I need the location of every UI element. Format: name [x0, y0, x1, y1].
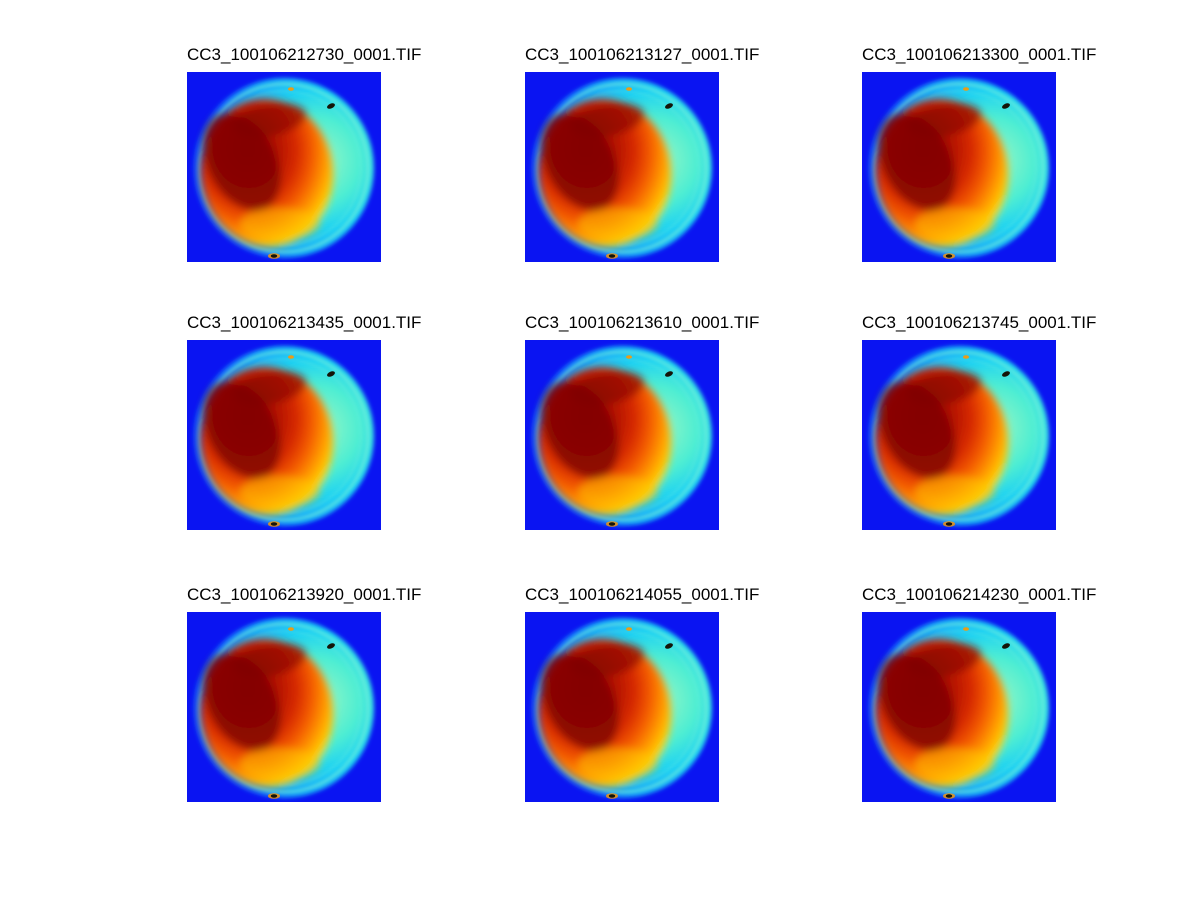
subplot-6-title: CC3_100106213745_0001.TIF [862, 313, 1097, 332]
subplot-5: CC3_100106213610_0001.TIF [525, 312, 865, 530]
subplot-2: CC3_100106213127_0001.TIF [525, 44, 865, 262]
thermal-image-1 [187, 72, 381, 262]
subplot-1: CC3_100106212730_0001.TIF [187, 44, 527, 262]
thermal-image-2 [525, 72, 719, 262]
thermal-image-5 [525, 340, 719, 530]
thermal-image-6 [862, 340, 1056, 530]
subplot-3-title: CC3_100106213300_0001.TIF [862, 45, 1097, 64]
subplot-9-title: CC3_100106214230_0001.TIF [862, 585, 1097, 604]
thermal-image-4 [187, 340, 381, 530]
subplot-6: CC3_100106213745_0001.TIF [862, 312, 1201, 530]
subplot-3: CC3_100106213300_0001.TIF [862, 44, 1201, 262]
subplot-4-title: CC3_100106213435_0001.TIF [187, 313, 422, 332]
subplot-7: CC3_100106213920_0001.TIF [187, 584, 527, 802]
thermal-image-3 [862, 72, 1056, 262]
thermal-image-9 [862, 612, 1056, 802]
subplot-4: CC3_100106213435_0001.TIF [187, 312, 527, 530]
subplot-8: CC3_100106214055_0001.TIF [525, 584, 865, 802]
thermal-image-8 [525, 612, 719, 802]
subplot-5-title: CC3_100106213610_0001.TIF [525, 313, 760, 332]
subplot-2-title: CC3_100106213127_0001.TIF [525, 45, 760, 64]
subplot-1-title: CC3_100106212730_0001.TIF [187, 45, 422, 64]
subplot-8-title: CC3_100106214055_0001.TIF [525, 585, 760, 604]
thermal-image-7 [187, 612, 381, 802]
subplot-9: CC3_100106214230_0001.TIF [862, 584, 1201, 802]
subplot-7-title: CC3_100106213920_0001.TIF [187, 585, 422, 604]
